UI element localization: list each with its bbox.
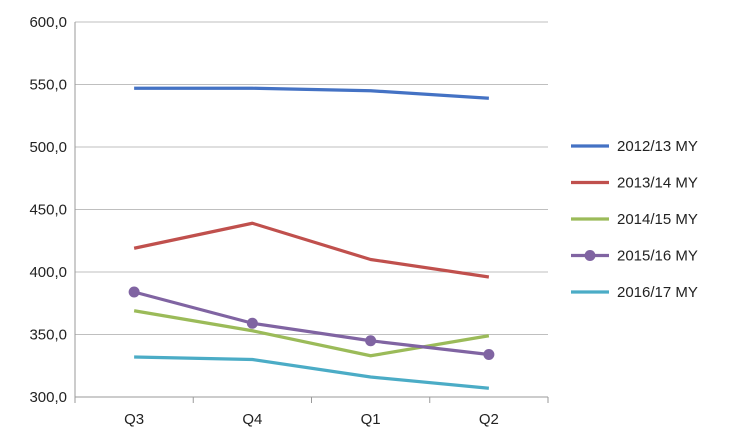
legend-marker <box>584 250 596 261</box>
data-point <box>128 286 140 298</box>
data-point <box>246 317 258 329</box>
x-tick-label: Q1 <box>361 411 381 428</box>
y-tick-label: 450,0 <box>29 202 67 219</box>
x-tick-label: Q2 <box>479 411 499 428</box>
legend-label: 2013/14 MY <box>617 175 698 192</box>
legend-item: 2015/16 MY <box>571 248 698 265</box>
series-line <box>133 221 490 279</box>
x-tick-label: Q3 <box>124 411 144 428</box>
y-tick-label: 500,0 <box>29 139 67 156</box>
series-line <box>133 309 490 358</box>
y-tick-label: 300,0 <box>29 389 67 406</box>
series-line <box>134 86 489 100</box>
legend-item: 2016/17 MY <box>571 284 698 301</box>
y-tick-label: 350,0 <box>29 327 67 344</box>
legend-item: 2014/15 MY <box>571 211 698 228</box>
gridlines <box>75 21 548 335</box>
legend-item: 2012/13 MY <box>571 138 698 155</box>
legend-label: 2015/16 MY <box>617 248 698 265</box>
legend-label: 2014/15 MY <box>617 211 698 228</box>
y-tick-label: 550,0 <box>29 77 67 94</box>
legend-item: 2013/14 MY <box>571 175 698 192</box>
series-line <box>134 355 490 390</box>
series-2 <box>133 309 490 358</box>
series-line <box>133 290 490 357</box>
series-lines <box>128 86 495 390</box>
y-tick-label: 600,0 <box>29 14 67 31</box>
series-4 <box>134 355 490 390</box>
series-1 <box>133 221 490 279</box>
x-axis-tick-labels: Q3 Q4 Q1 Q2 <box>124 411 499 428</box>
y-tick-label: 400,0 <box>29 264 67 281</box>
series-3 <box>128 286 495 360</box>
data-point <box>483 349 495 360</box>
y-axis-tick-labels: 300,0 350,0 400,0 450,0 500,0 550,0 600,0 <box>29 14 67 406</box>
axes <box>74 22 549 403</box>
legend-label: 2012/13 MY <box>617 138 698 155</box>
x-tick-label: Q4 <box>242 411 262 428</box>
series-0 <box>134 86 489 100</box>
data-point <box>365 335 377 347</box>
legend: 2012/13 MY 2013/14 MY 2014/15 MY 2015/16 MY… <box>571 138 698 301</box>
legend-label: 2016/17 MY <box>617 284 698 301</box>
